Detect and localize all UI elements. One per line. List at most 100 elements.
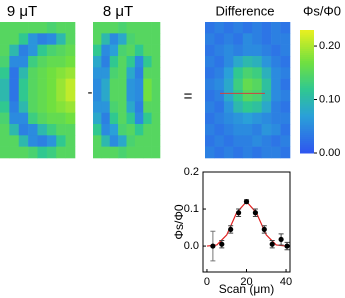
heatmap-cell bbox=[281, 33, 291, 45]
data-point bbox=[279, 237, 284, 242]
heatmap-cell bbox=[38, 56, 48, 68]
heatmap-cell bbox=[110, 124, 119, 136]
heatmap-cell bbox=[143, 101, 152, 113]
heatmap-cell bbox=[214, 79, 224, 91]
heatmap-cell bbox=[281, 22, 291, 34]
heatmap-cell bbox=[152, 113, 161, 125]
heatmap-cell bbox=[93, 79, 102, 91]
heatmap-cell bbox=[205, 147, 215, 159]
heatmap-cell bbox=[47, 101, 57, 113]
heatmap-cell bbox=[93, 113, 102, 125]
heatmap-cell bbox=[143, 124, 152, 136]
heatmap-cell bbox=[271, 79, 281, 91]
heatmap-cell bbox=[127, 79, 136, 91]
heatmap-cell bbox=[56, 33, 66, 45]
operator: - bbox=[88, 84, 93, 101]
heatmap-cell bbox=[101, 56, 110, 68]
heatmap-cell bbox=[101, 101, 110, 113]
heatmap-cell bbox=[271, 147, 281, 159]
heatmap-cell bbox=[47, 56, 57, 68]
heatmap-cell bbox=[281, 56, 291, 68]
heatmap-cell bbox=[271, 45, 281, 57]
heatmap-cell bbox=[214, 22, 224, 34]
heatmap-cell bbox=[0, 135, 10, 147]
heatmap-cell bbox=[205, 22, 215, 34]
heatmap-cell bbox=[143, 22, 152, 34]
heatmap-cell bbox=[243, 124, 253, 136]
heatmap-cell bbox=[243, 33, 253, 45]
heatmap-cell bbox=[0, 79, 10, 91]
heatmap-cell bbox=[205, 79, 215, 91]
heatmap-cell bbox=[101, 147, 110, 159]
heatmap-cell bbox=[118, 147, 127, 159]
data-point bbox=[270, 242, 275, 247]
heatmap-cell bbox=[224, 33, 234, 45]
heatmap-cell bbox=[110, 90, 119, 102]
heatmap-cell bbox=[127, 22, 136, 34]
heatmap-cell bbox=[143, 147, 152, 159]
heatmap-cell bbox=[262, 147, 272, 159]
heatmap-cell bbox=[135, 45, 144, 57]
heatmap-cell bbox=[47, 113, 57, 125]
colorbar-segment bbox=[300, 30, 314, 33]
heatmap-cell bbox=[38, 79, 48, 91]
operator: = bbox=[184, 88, 193, 105]
data-point bbox=[228, 227, 233, 232]
heatmap-cell bbox=[205, 56, 215, 68]
heatmap-cell bbox=[205, 90, 215, 102]
heatmap-cell bbox=[28, 33, 38, 45]
heatmap-cell bbox=[205, 124, 215, 136]
heatmap-cell bbox=[66, 101, 76, 113]
heatmap-cell bbox=[118, 101, 127, 113]
heatmap-cell bbox=[9, 33, 19, 45]
heatmap-cell bbox=[233, 67, 243, 79]
heatmap-cell bbox=[0, 22, 10, 34]
heatmap-cell bbox=[271, 124, 281, 136]
heatmap-cell bbox=[101, 113, 110, 125]
heatmap-cell bbox=[224, 147, 234, 159]
heatmap-cell bbox=[224, 135, 234, 147]
heatmap-cell bbox=[224, 45, 234, 57]
heatmap-cell bbox=[262, 113, 272, 125]
heatmap-cell bbox=[56, 124, 66, 136]
heatmap-cell bbox=[28, 101, 38, 113]
heatmap-cell bbox=[118, 56, 127, 68]
heatmap-cell bbox=[9, 45, 19, 57]
heatmap-cell bbox=[101, 22, 110, 34]
heatmap-cell bbox=[281, 45, 291, 57]
heatmap-cell bbox=[152, 56, 161, 68]
heatmap-cell bbox=[38, 113, 48, 125]
heatmap-cell bbox=[38, 45, 48, 57]
heatmap-cell bbox=[19, 135, 29, 147]
heatmap-cell bbox=[233, 147, 243, 159]
heatmap-cell bbox=[281, 67, 291, 79]
heatmap-cell bbox=[243, 67, 253, 79]
heatmap-cell bbox=[152, 22, 161, 34]
heatmap-cell bbox=[0, 147, 10, 159]
heatmap-cell bbox=[127, 45, 136, 57]
heatmap-cell bbox=[243, 22, 253, 34]
heatmap-cell bbox=[135, 124, 144, 136]
heatmap-cell bbox=[262, 101, 272, 113]
heatmap-cell bbox=[233, 45, 243, 57]
heatmap-cell bbox=[56, 147, 66, 159]
heatmap-cell bbox=[262, 135, 272, 147]
heatmap-cell bbox=[205, 45, 215, 57]
heatmap-cell bbox=[38, 67, 48, 79]
heatmap-cell bbox=[56, 101, 66, 113]
heatmap-cell bbox=[28, 56, 38, 68]
heatmap-cell bbox=[118, 79, 127, 91]
y-tick-label: 0.2 bbox=[184, 166, 199, 178]
heatmap-cell bbox=[66, 22, 76, 34]
heatmap-cell bbox=[9, 22, 19, 34]
heatmap-cell bbox=[233, 113, 243, 125]
panel-title: 9 μT bbox=[7, 3, 37, 20]
heatmap-cell bbox=[28, 45, 38, 57]
heatmap-cell bbox=[262, 90, 272, 102]
heatmap-cell bbox=[214, 101, 224, 113]
heatmap-cell bbox=[135, 90, 144, 102]
heatmap-cell bbox=[9, 113, 19, 125]
heatmap-cell bbox=[38, 135, 48, 147]
x-axis-label: Scan (μm) bbox=[219, 282, 275, 296]
